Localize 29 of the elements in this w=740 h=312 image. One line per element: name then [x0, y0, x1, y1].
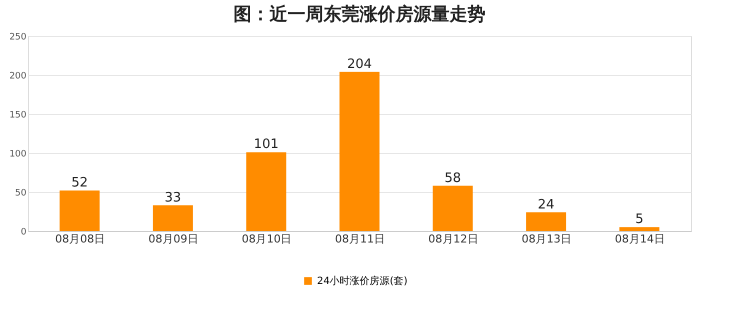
x-tick-label: 08月08日: [55, 232, 106, 246]
bar: [152, 205, 193, 231]
data-label: 5: [635, 212, 644, 228]
data-label: 24: [538, 197, 554, 212]
data-label: 33: [164, 190, 182, 206]
x-tick-label: 08月13日: [522, 232, 572, 246]
data-label: 101: [254, 137, 279, 152]
bar: [340, 72, 380, 231]
data-label: 204: [347, 56, 372, 72]
chart-title: 图：近一周东莞涨价房源量走势: [234, 4, 486, 25]
y-tick-label: 100: [9, 150, 27, 160]
x-tick-label: 08月11日: [335, 232, 385, 246]
bar: [60, 190, 100, 231]
x-tick-label: 08月10日: [242, 232, 292, 246]
y-tick-label: 150: [9, 110, 27, 120]
legend-label: 24小时涨价房源(套): [317, 275, 408, 287]
bar: [619, 227, 660, 231]
y-tick-label: 50: [15, 188, 27, 198]
bar: [246, 152, 286, 231]
y-tick-label: 0: [20, 228, 27, 238]
x-tick-label: 08月12日: [428, 232, 478, 246]
data-label: 58: [444, 170, 462, 186]
data-label: 52: [71, 175, 88, 190]
x-tick-label: 08月09日: [148, 232, 198, 246]
x-tick-label: 08月14日: [614, 232, 665, 246]
bar: [526, 212, 566, 231]
y-tick-label: 250: [9, 32, 27, 42]
y-tick-label: 200: [9, 72, 27, 82]
bar: [432, 186, 473, 231]
